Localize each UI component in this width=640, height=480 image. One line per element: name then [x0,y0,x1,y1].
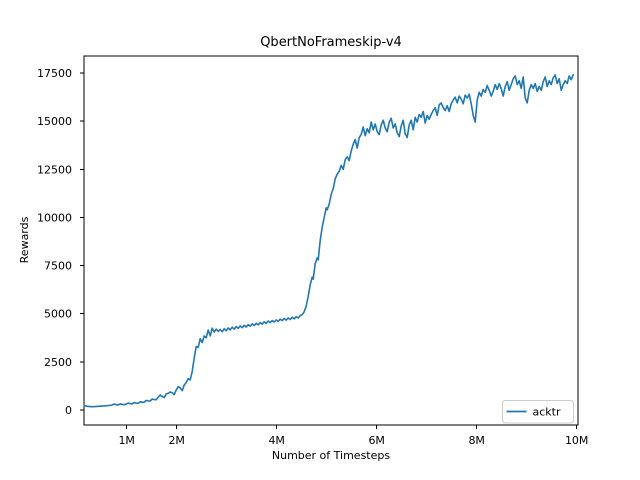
y-axis-ticks: 0 2500 5000 7500 10000 12500 15000 17500 [37,67,84,417]
x-tick-label: 10M [565,434,589,447]
chart-title: QbertNoFrameskip-v4 [260,35,402,50]
x-tick-label: 8M [468,434,485,447]
y-tick-label: 0 [65,404,72,417]
plot-area-frame [83,55,579,426]
y-tick-label: 15000 [37,115,72,128]
y-tick-label: 10000 [37,211,72,224]
y-tick-label: 17500 [37,67,72,80]
y-axis-label: Rewards [18,216,31,263]
x-tick-label: 6M [368,434,385,447]
legend-label: acktr [533,406,561,419]
x-tick-label: 2M [168,434,185,447]
legend: acktr [502,400,574,424]
x-tick-label: 4M [268,434,285,447]
x-tick-label: 1M [118,434,135,447]
y-tick-label: 7500 [44,260,72,273]
y-tick-label: 5000 [44,308,72,321]
y-tick-label: 2500 [44,356,72,369]
x-axis-label: Number of Timesteps [272,449,390,462]
series-group [83,74,575,408]
x-axis-ticks: 1M 2M 4M 6M 8M 10M [118,425,588,447]
acktr-reward-curve [83,74,575,408]
y-tick-label: 12500 [37,163,72,176]
legend-box [502,400,574,424]
